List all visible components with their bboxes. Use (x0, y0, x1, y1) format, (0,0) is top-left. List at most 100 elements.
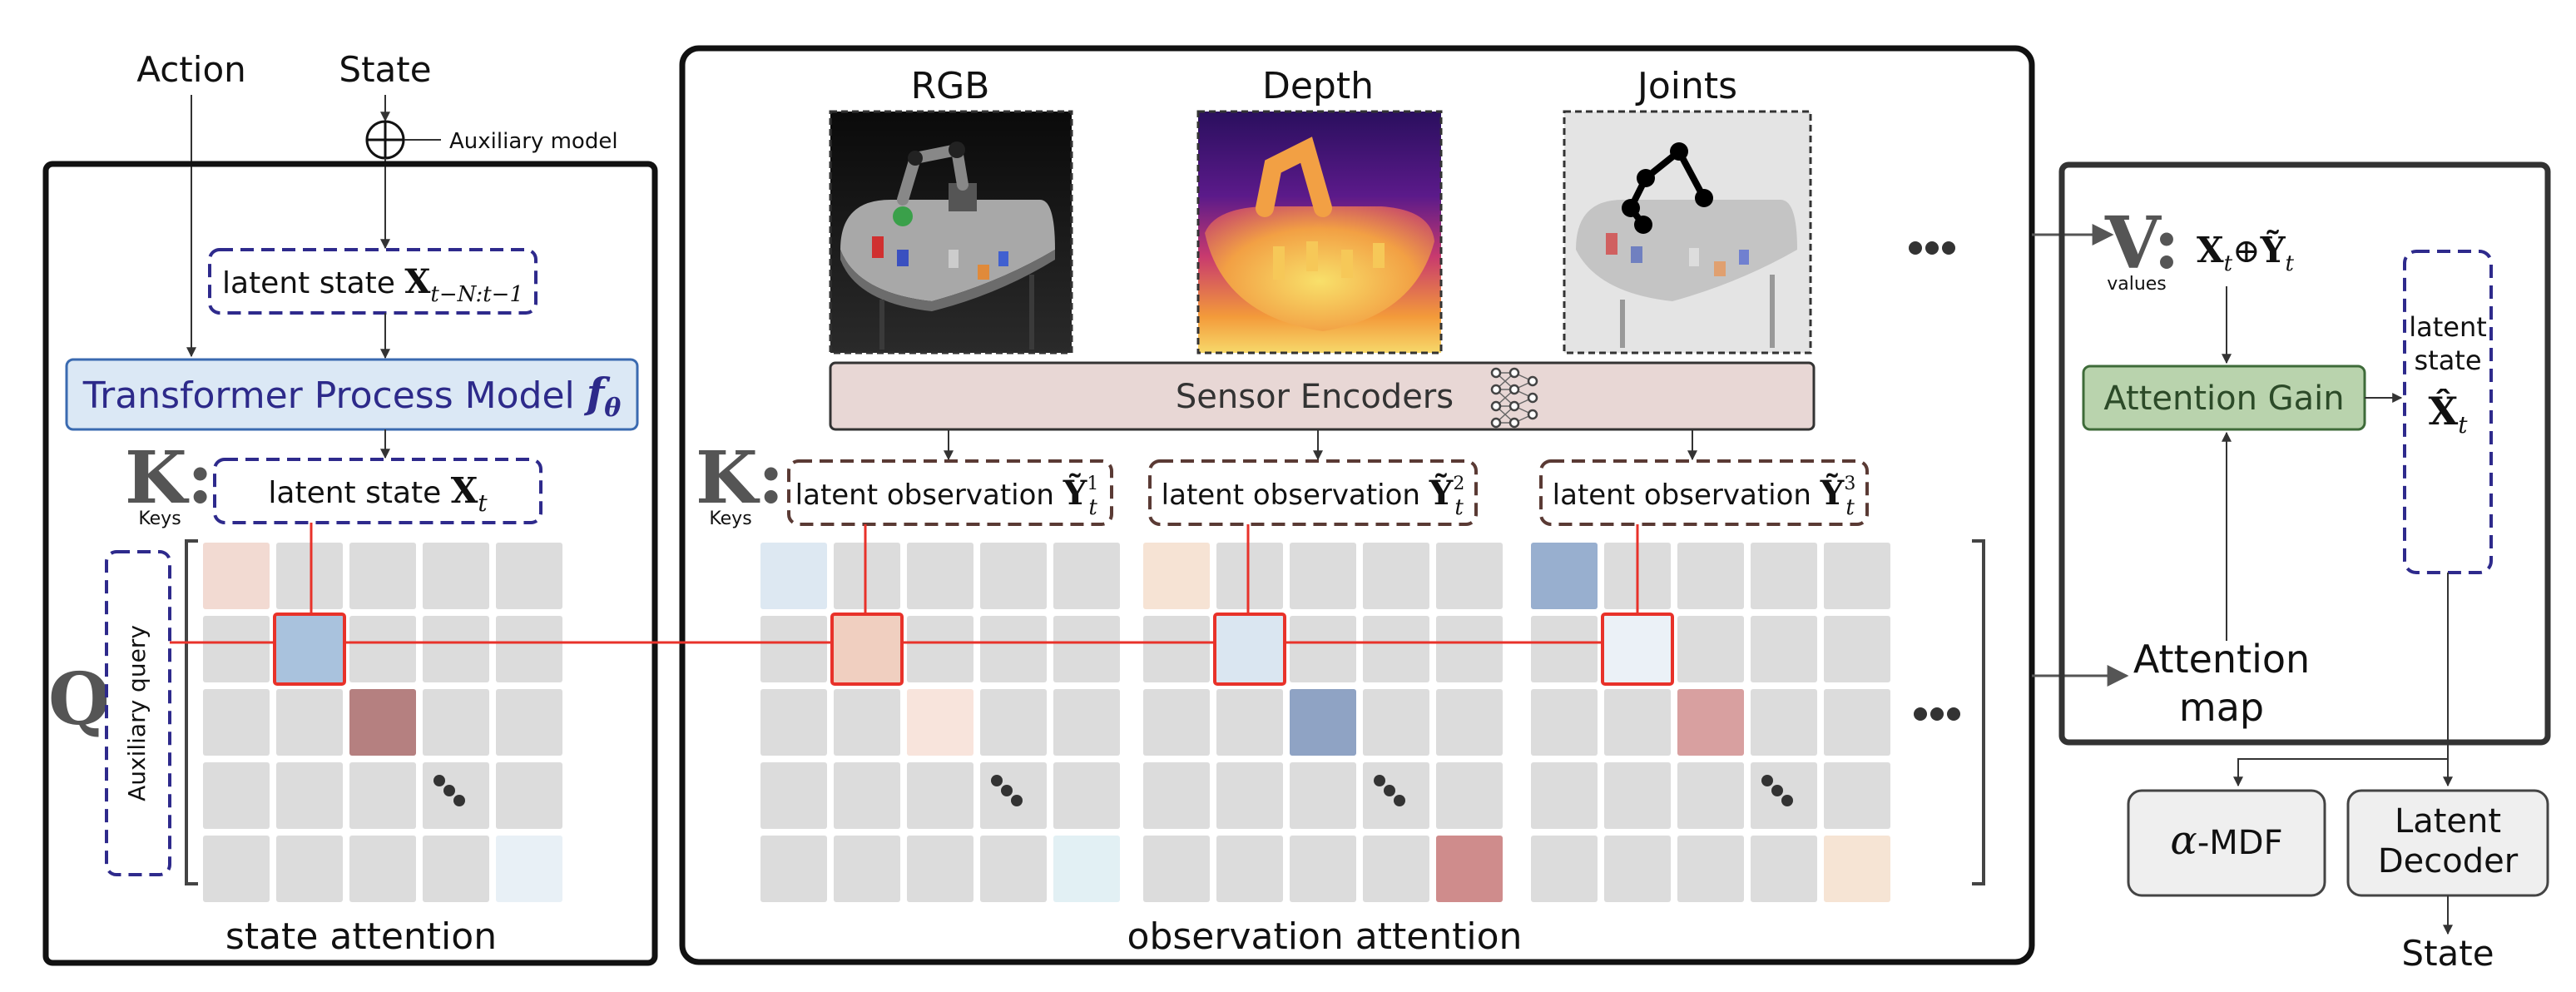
attention-cell (1677, 616, 1744, 682)
observation-3-attention-grid (1531, 543, 1890, 902)
observation-bracket (1972, 539, 1985, 885)
sensor-encoders-text: Sensor Encoders (1176, 378, 1454, 416)
attention-cell (1677, 836, 1744, 902)
attention-cell (907, 836, 973, 902)
attention-cell (1143, 762, 1210, 829)
attention-cell (1531, 616, 1598, 682)
state-keys-letter: K: (125, 436, 214, 520)
attention-cell (1604, 836, 1671, 902)
attention-cell (1053, 543, 1120, 609)
attention-cell (1363, 836, 1429, 902)
attention-cell (907, 689, 973, 756)
attention-cell (1290, 616, 1356, 682)
attention-cell (349, 836, 416, 902)
ellipsis-grids-icon (1914, 707, 1960, 721)
latent-observation-1-box (787, 459, 1113, 526)
attention-cell (1751, 762, 1817, 829)
obs-keys-word: Keys (709, 508, 751, 529)
attention-cell (496, 689, 562, 756)
latent-observation-3-text: latent observation Ỹ3 t (1553, 474, 1856, 520)
circle-plus-icon (365, 120, 405, 160)
latent-observation-3-box (1539, 459, 1869, 526)
attention-cell (1053, 762, 1120, 829)
attention-cell (980, 762, 1047, 829)
attention-cell (203, 543, 270, 609)
state-attention-caption: state attention (225, 915, 497, 958)
diagonal-ellipsis-dot (1374, 775, 1385, 786)
attention-cell (203, 616, 270, 682)
attention-cell (1436, 762, 1503, 829)
attention-cell (1290, 543, 1356, 609)
attention-cell (1824, 762, 1890, 829)
sensor-encoders-box (829, 361, 1816, 431)
attention-cell (1216, 836, 1283, 902)
attention-cell (760, 616, 827, 682)
attention-cell (1604, 762, 1671, 829)
latent-observation-2-box (1148, 459, 1478, 526)
attention-cell (980, 543, 1047, 609)
attention-cell (496, 836, 562, 902)
attention-cell (1677, 689, 1744, 756)
diagonal-ellipsis-dot (991, 775, 1003, 786)
attention-cell (496, 616, 562, 682)
attention-cell (1363, 616, 1429, 682)
attention-cell (1363, 689, 1429, 756)
observation-attention-panel (679, 45, 2035, 965)
attention-cell (1751, 836, 1817, 902)
observation-1-attention-grid (760, 543, 1120, 902)
attention-cell (1436, 616, 1503, 682)
attention-cell (760, 836, 827, 902)
state-attention-panel (42, 161, 658, 966)
joints-label: Joints (1635, 65, 1737, 107)
attention-cell (1363, 543, 1429, 609)
latent-state-text: latent state Xt (268, 470, 488, 517)
latent-observation-2-text: latent observation Ỹ2 t (1162, 474, 1465, 520)
diagonal-ellipsis-dot (1771, 785, 1783, 796)
state-attention-grid (203, 543, 562, 902)
diagonal-ellipsis-dot (453, 795, 465, 806)
diagonal-ellipsis-dot (1781, 795, 1793, 806)
attention-cell (907, 543, 973, 609)
diagonal-ellipsis-dot (433, 775, 445, 786)
robot-arm-joints-image (1563, 110, 1812, 355)
auxiliary-query-box (105, 550, 171, 876)
auxiliary-model-label: Auxiliary model (449, 129, 618, 154)
attention-map-line2: map (2179, 685, 2264, 730)
attention-cell (496, 543, 562, 609)
diagonal-ellipsis-dot (1011, 795, 1023, 806)
attention-cell (1290, 689, 1356, 756)
query-letter: Q (48, 657, 111, 742)
attention-cell (203, 762, 270, 829)
attention-cell (1216, 762, 1283, 829)
attention-cell (349, 543, 416, 609)
attention-cell (1143, 543, 1210, 609)
attention-cell (1363, 762, 1429, 829)
neural-network-icon (1490, 367, 1538, 429)
robot-arm-depth-image (1196, 110, 1443, 355)
alpha-mdf-box (2127, 789, 2326, 897)
query-connection-lines (170, 523, 1672, 644)
values-letter: V: (2104, 201, 2180, 285)
transformer-process-model-text: Transformer Process Model fθ (82, 369, 622, 423)
attention-cell (349, 762, 416, 829)
attention-cell (907, 762, 973, 829)
query-highlight-cells (273, 613, 1674, 686)
attention-cell (1604, 689, 1671, 756)
query-highlight-cell (830, 613, 904, 686)
attention-cell (1531, 543, 1598, 609)
ellipsis-images-icon (1909, 241, 1955, 255)
attention-cell (1436, 836, 1503, 902)
auxiliary-query-text: Auxiliary query (123, 625, 151, 801)
observation-2-attention-grid (1143, 543, 1503, 902)
attention-cell (760, 689, 827, 756)
attention-cell (423, 836, 489, 902)
attention-cell (1824, 616, 1890, 682)
values-panel (2058, 161, 2551, 746)
state-keys-word: Keys (138, 508, 181, 529)
attention-cell (980, 616, 1047, 682)
attention-cell (496, 762, 562, 829)
latent-state-prev-box (208, 248, 537, 315)
values-expression: Xt⊕Ỹt (2197, 229, 2295, 276)
transformer-process-model-box (65, 358, 639, 431)
